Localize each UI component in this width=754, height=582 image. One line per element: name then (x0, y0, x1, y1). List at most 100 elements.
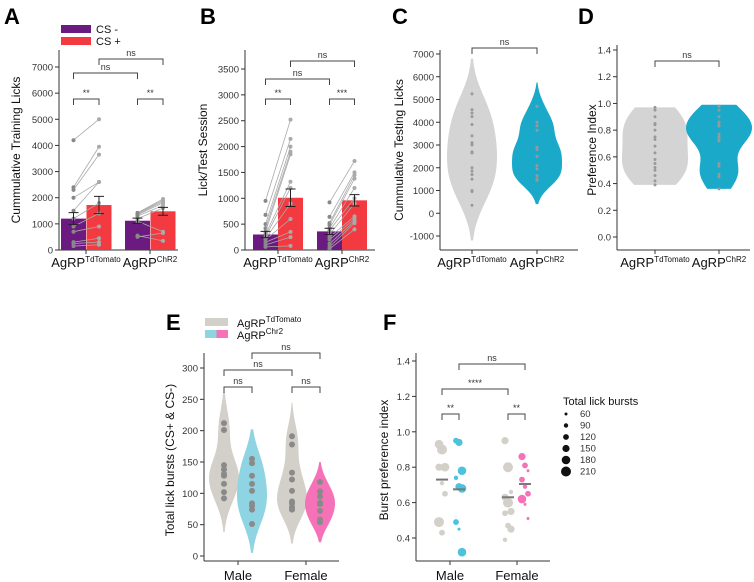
category-base: Female (495, 568, 538, 582)
significance-bracket (458, 363, 526, 370)
significance-label: *** (337, 88, 348, 98)
category-sup: ChR2 (157, 255, 178, 264)
significance-bracket (265, 98, 291, 105)
data-point (71, 187, 76, 192)
data-point (535, 128, 539, 132)
data-point (470, 108, 474, 112)
data-point (523, 502, 527, 506)
y-tick-label: 6000 (413, 72, 434, 83)
paired-line (329, 203, 355, 235)
paired-line (73, 237, 100, 243)
significance-label: ns (301, 376, 311, 386)
y-tick-label: 7000 (32, 63, 53, 74)
data-point (289, 487, 295, 494)
y-tick-label: 5000 (413, 95, 434, 106)
data-point (470, 177, 474, 181)
data-point (508, 489, 514, 495)
data-point (161, 238, 165, 243)
data-point (717, 108, 721, 112)
data-point (97, 236, 101, 241)
paired-line (265, 181, 291, 235)
x-category-label: AgRPChR2 (510, 255, 565, 270)
data-point (535, 148, 539, 152)
data-point (470, 166, 474, 170)
data-point (437, 444, 447, 455)
data-point (470, 115, 474, 119)
data-point (518, 452, 526, 461)
data-point (288, 179, 293, 184)
violin (209, 391, 239, 533)
panel-a: A 0 1000 2000 3000 4000 5000 6000 7000 Cummulativ… (4, 4, 178, 270)
paired-line (73, 202, 100, 219)
paired-line (73, 154, 100, 191)
y-tick-label: 2500 (218, 116, 239, 127)
panel-letter: C (392, 4, 408, 29)
data-point (71, 244, 76, 249)
data-point (717, 135, 721, 139)
significance-bracket (471, 47, 538, 54)
data-point (249, 455, 255, 462)
significance-label: ns (293, 68, 303, 78)
significance-label: ns (281, 342, 291, 352)
data-point (263, 198, 268, 203)
y-axis-label: Burst preference index (377, 400, 391, 521)
size-legend-dot (563, 423, 569, 428)
y-tick-label: 0 (234, 246, 239, 257)
paired-line (73, 181, 100, 199)
data-point (439, 480, 445, 486)
significance-label: ** (83, 88, 91, 98)
error-bar (324, 227, 335, 235)
y-tick-label: 1.4 (397, 357, 410, 368)
x-category-label: AgRPTdTomato (243, 255, 313, 270)
data-point (317, 493, 323, 500)
size-legend-label: 60 (580, 409, 591, 420)
x-category-label: Male (436, 568, 464, 582)
legend-label: AgRPTdTomato (237, 315, 302, 330)
y-tick-label: 0.8 (397, 463, 410, 474)
significance-bracket (265, 78, 330, 85)
significance-bracket (251, 352, 321, 359)
significance-bracket (507, 413, 526, 420)
legend-sup: Chr2 (266, 327, 284, 336)
data-point (717, 139, 721, 143)
y-tick-label: 0 (429, 209, 434, 220)
paired-line (265, 154, 291, 233)
data-point (653, 105, 657, 109)
data-point (457, 466, 467, 476)
data-point (717, 187, 721, 191)
legend-swatch (61, 25, 91, 33)
y-tick-label: 1.4 (598, 46, 611, 57)
data-point (288, 216, 293, 221)
data-point (455, 438, 463, 447)
significance-bracket (654, 60, 720, 67)
data-point (435, 463, 443, 471)
error-bar (68, 212, 79, 226)
data-point (470, 123, 474, 127)
data-point (717, 115, 721, 119)
x-category-label: Female (495, 568, 538, 582)
x-category-label: AgRPChR2 (692, 255, 747, 270)
data-point (470, 141, 474, 145)
data-point (288, 235, 293, 240)
paired-line (329, 222, 355, 248)
data-point (535, 145, 539, 149)
y-tick-label: 2000 (218, 142, 239, 153)
significance-label: ns (487, 353, 497, 363)
paired-line (137, 198, 164, 214)
data-point (71, 138, 76, 143)
y-tick-label: 0.6 (598, 152, 611, 163)
paired-line (73, 241, 100, 244)
paired-line (329, 160, 355, 203)
data-point (288, 243, 293, 248)
data-point (470, 151, 474, 155)
data-point (717, 175, 721, 179)
y-tick-label: 1.2 (598, 72, 611, 83)
data-point (439, 529, 445, 536)
size-legend-label: 90 (580, 421, 591, 432)
data-point (535, 163, 539, 167)
y-tick-label: 3500 (218, 65, 239, 76)
panel-letter: B (200, 4, 216, 29)
significance-bracket (223, 369, 293, 376)
data-point (653, 137, 657, 141)
y-tick-label: 2000 (413, 163, 434, 174)
